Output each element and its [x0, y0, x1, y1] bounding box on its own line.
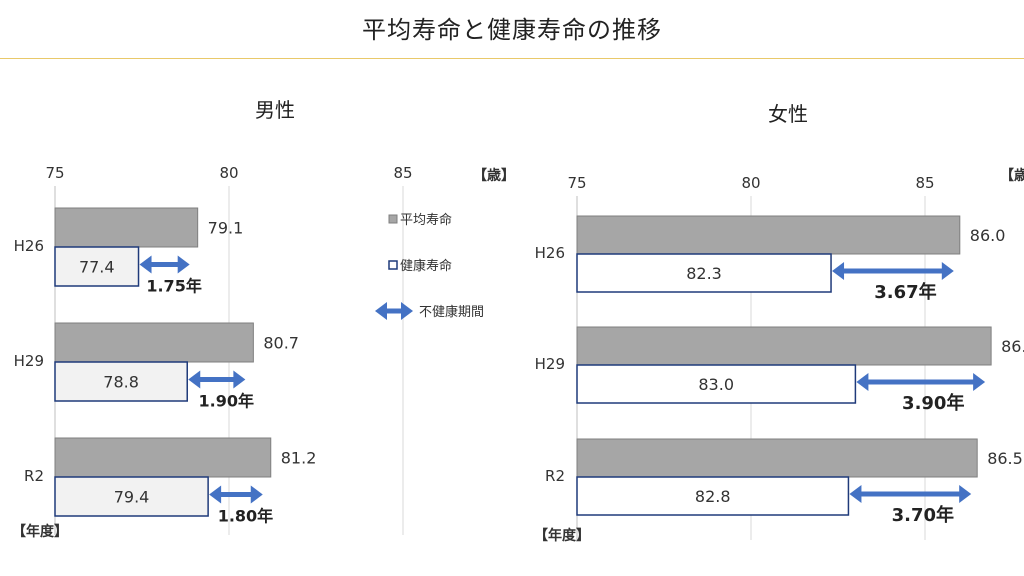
bar-average-life-expectancy [576, 326, 992, 366]
chart-title: 男性 [255, 98, 295, 122]
y-axis-unit-label: 【年度】 [12, 523, 68, 540]
data-label-average: 80.7 [263, 334, 299, 353]
x-axis-unit-label: 【歳 [1000, 167, 1024, 184]
data-label-healthy: 82.3 [686, 264, 722, 283]
data-label-average: 79.1 [208, 219, 244, 238]
y-axis-unit-label: 【年度】 [534, 527, 590, 544]
unhealthy-period-label: 3.67年 [874, 281, 936, 303]
x-tick-label: 75 [567, 174, 586, 192]
unhealthy-period-label: 1.90年 [199, 392, 254, 411]
unhealthy-period-arrow [188, 370, 246, 389]
bar-average-life-expectancy [576, 215, 961, 255]
data-label-healthy: 77.4 [79, 258, 115, 277]
legend-label-healthy: 健康寿命 [400, 258, 452, 274]
x-tick-label: 80 [219, 164, 238, 182]
x-tick-label: 75 [45, 164, 64, 182]
data-label-average: 86.9 [1001, 337, 1024, 356]
legend-swatch-average [388, 214, 398, 224]
category-label: R2 [545, 467, 565, 485]
unhealthy-period-arrow [209, 485, 263, 504]
category-label: H26 [14, 237, 44, 255]
unhealthy-period-label: 3.90年 [902, 392, 964, 414]
bar-average-life-expectancy [576, 438, 978, 478]
x-tick-label: 80 [741, 174, 760, 192]
unhealthy-period-arrow [139, 255, 190, 274]
data-label-average: 86.5 [987, 449, 1023, 468]
data-label-average: 86.0 [970, 226, 1006, 245]
bar-healthy-life-expectancy [576, 476, 850, 516]
category-label: H29 [535, 355, 565, 373]
category-label: H26 [535, 244, 565, 262]
page-title: 平均寿命と健康寿命の推移 [362, 16, 662, 44]
bar-healthy-life-expectancy [576, 253, 832, 293]
data-label-healthy: 82.8 [695, 487, 731, 506]
bar-healthy-life-expectancy [54, 361, 188, 402]
data-label-average: 81.2 [281, 449, 317, 468]
unhealthy-period-arrow [849, 485, 972, 503]
legend-arrow-unhealthy-period [375, 302, 413, 320]
bar-healthy-life-expectancy [54, 476, 209, 517]
data-label-healthy: 79.4 [114, 488, 150, 507]
x-tick-label: 85 [915, 174, 934, 192]
bar-average-life-expectancy [54, 322, 254, 363]
data-label-healthy: 83.0 [698, 375, 734, 394]
category-label: H29 [14, 352, 44, 370]
bar-healthy-life-expectancy [54, 246, 140, 287]
category-label: R2 [24, 467, 44, 485]
legend-label-unhealthy-period: 不健康期間 [419, 304, 484, 320]
unhealthy-period-arrow [832, 262, 954, 280]
chart-title: 女性 [768, 102, 808, 126]
unhealthy-period-label: 3.70年 [892, 504, 954, 526]
bar-healthy-life-expectancy [576, 364, 857, 404]
title-divider [0, 58, 1024, 59]
data-label-healthy: 78.8 [103, 373, 139, 392]
legend-label-average: 平均寿命 [400, 212, 452, 228]
legend-swatch-healthy [388, 260, 398, 270]
unhealthy-period-label: 1.75年 [146, 277, 201, 296]
unhealthy-period-label: 1.80年 [218, 507, 273, 526]
unhealthy-period-arrow [856, 373, 986, 391]
x-axis-unit-label: 【歳】 [473, 167, 515, 184]
bar-average-life-expectancy [54, 207, 199, 248]
x-tick-label: 85 [393, 164, 412, 182]
